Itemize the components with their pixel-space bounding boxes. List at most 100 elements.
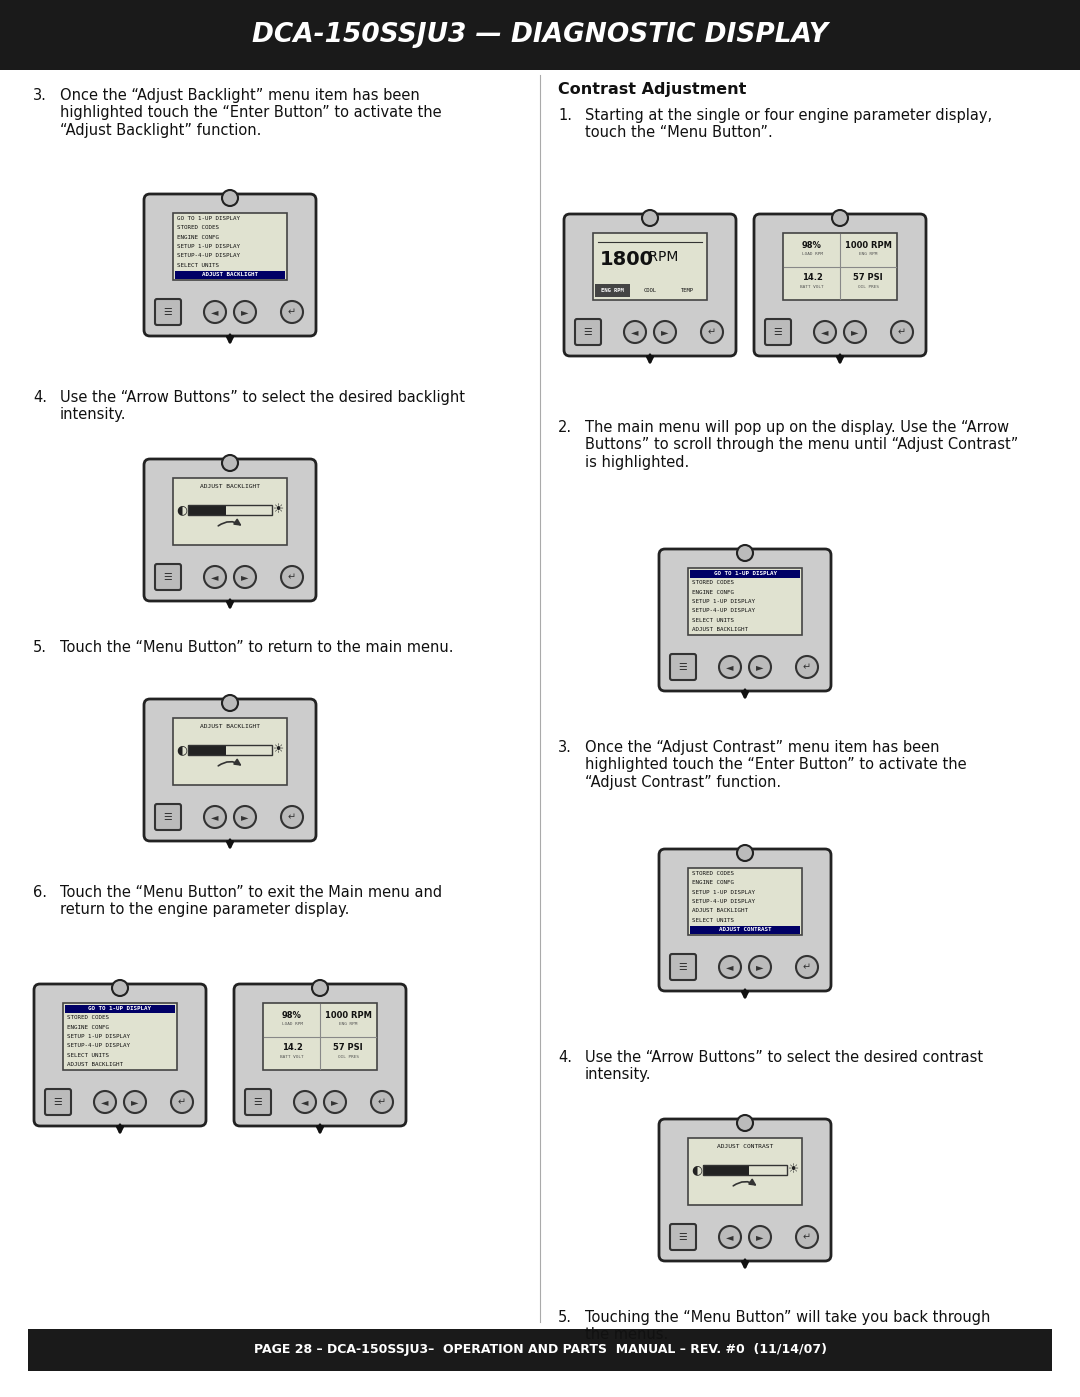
Circle shape <box>234 300 256 323</box>
FancyBboxPatch shape <box>659 849 831 990</box>
FancyBboxPatch shape <box>144 194 316 337</box>
FancyBboxPatch shape <box>688 569 802 636</box>
Text: ☰: ☰ <box>54 1097 63 1106</box>
Text: 1.: 1. <box>558 108 572 123</box>
Text: STORED CODES: STORED CODES <box>692 872 734 876</box>
Text: ◄: ◄ <box>821 327 828 337</box>
Text: ◄: ◄ <box>212 571 219 583</box>
Text: ENGINE CONFG: ENGINE CONFG <box>692 590 734 595</box>
Circle shape <box>294 1091 316 1113</box>
Text: Contrast Adjustment: Contrast Adjustment <box>558 82 746 96</box>
Text: TEMP: TEMP <box>680 289 693 293</box>
Text: SETUP-4-UP DISPLAY: SETUP-4-UP DISPLAY <box>67 1044 130 1048</box>
FancyBboxPatch shape <box>0 0 1080 70</box>
Text: LOAD RPM: LOAD RPM <box>801 253 823 257</box>
Text: ADJUST CONTRAST: ADJUST CONTRAST <box>719 926 771 932</box>
Circle shape <box>719 956 741 978</box>
Text: DCA-150SSJU3 — DIAGNOSTIC DISPLAY: DCA-150SSJU3 — DIAGNOSTIC DISPLAY <box>252 22 828 47</box>
Text: ◄: ◄ <box>212 307 219 317</box>
Text: 2.: 2. <box>558 420 572 434</box>
FancyBboxPatch shape <box>595 284 631 298</box>
Text: ◄: ◄ <box>726 662 733 672</box>
Circle shape <box>832 210 848 226</box>
Text: ADJUST BACKLIGHT: ADJUST BACKLIGHT <box>200 485 260 489</box>
FancyBboxPatch shape <box>564 214 735 356</box>
Text: GO TO 1-UP DISPLAY: GO TO 1-UP DISPLAY <box>177 217 240 221</box>
FancyBboxPatch shape <box>63 1003 177 1070</box>
FancyBboxPatch shape <box>754 214 926 356</box>
Text: BATT VOLT: BATT VOLT <box>800 285 824 289</box>
Circle shape <box>222 694 238 711</box>
FancyBboxPatch shape <box>173 212 287 279</box>
Text: ☀: ☀ <box>273 743 285 756</box>
Text: ☰: ☰ <box>164 571 173 583</box>
Circle shape <box>204 566 226 588</box>
Text: ►: ► <box>756 662 764 672</box>
Text: ADJUST BACKLIGHT: ADJUST BACKLIGHT <box>692 908 748 914</box>
Text: Use the “Arrow Buttons” to select the desired contrast
intensity.: Use the “Arrow Buttons” to select the de… <box>585 1051 983 1083</box>
Text: Touch the “Menu Button” to return to the main menu.: Touch the “Menu Button” to return to the… <box>60 640 454 655</box>
Text: STORED CODES: STORED CODES <box>67 1016 109 1020</box>
Circle shape <box>737 1115 753 1132</box>
Text: ◄: ◄ <box>726 1232 733 1242</box>
Text: ◐: ◐ <box>691 1162 702 1176</box>
Text: SELECT UNITS: SELECT UNITS <box>692 617 734 623</box>
Circle shape <box>796 956 818 978</box>
Text: ►: ► <box>241 571 248 583</box>
FancyBboxPatch shape <box>156 299 181 326</box>
Text: 57 PSI: 57 PSI <box>334 1044 363 1052</box>
Circle shape <box>171 1091 193 1113</box>
FancyBboxPatch shape <box>173 718 287 785</box>
FancyBboxPatch shape <box>765 319 791 345</box>
Text: ADJUST BACKLIGHT: ADJUST BACKLIGHT <box>202 272 258 277</box>
Circle shape <box>796 1227 818 1248</box>
Text: SELECT UNITS: SELECT UNITS <box>177 263 219 268</box>
Circle shape <box>281 806 303 828</box>
Text: ENG RPM: ENG RPM <box>859 253 877 257</box>
Text: ◄: ◄ <box>726 963 733 972</box>
Text: COOL: COOL <box>644 289 657 293</box>
Text: ENG RPM: ENG RPM <box>339 1023 357 1027</box>
Circle shape <box>204 806 226 828</box>
Circle shape <box>112 981 129 996</box>
Circle shape <box>281 300 303 323</box>
Text: 5.: 5. <box>33 640 48 655</box>
Text: ►: ► <box>241 307 248 317</box>
Text: GO TO 1-UP DISPLAY: GO TO 1-UP DISPLAY <box>714 571 777 576</box>
Text: STORED CODES: STORED CODES <box>177 225 219 231</box>
FancyBboxPatch shape <box>264 1003 377 1070</box>
Text: ↵: ↵ <box>802 662 811 672</box>
FancyBboxPatch shape <box>33 983 206 1126</box>
Text: GO TO 1-UP DISPLAY: GO TO 1-UP DISPLAY <box>89 1006 151 1011</box>
Text: Once the “Adjust Contrast” menu item has been
highlighted touch the “Enter Butto: Once the “Adjust Contrast” menu item has… <box>585 740 967 789</box>
FancyBboxPatch shape <box>188 745 226 754</box>
Text: SETUP-4-UP DISPLAY: SETUP-4-UP DISPLAY <box>177 253 240 258</box>
FancyBboxPatch shape <box>156 805 181 830</box>
Text: RPM: RPM <box>644 250 678 264</box>
Text: Once the “Adjust Backlight” menu item has been
highlighted touch the “Enter Butt: Once the “Adjust Backlight” menu item ha… <box>60 88 442 138</box>
Text: ☰: ☰ <box>678 963 687 972</box>
Text: 3.: 3. <box>558 740 572 754</box>
Text: SETUP-4-UP DISPLAY: SETUP-4-UP DISPLAY <box>692 608 755 613</box>
Circle shape <box>234 566 256 588</box>
Circle shape <box>737 545 753 562</box>
Text: ☰: ☰ <box>254 1097 262 1106</box>
Text: ☀: ☀ <box>788 1162 799 1176</box>
Text: ◄: ◄ <box>631 327 638 337</box>
Text: ↵: ↵ <box>897 327 906 337</box>
Text: ADJUST BACKLIGHT: ADJUST BACKLIGHT <box>692 627 748 631</box>
Circle shape <box>750 1227 771 1248</box>
FancyBboxPatch shape <box>690 926 800 935</box>
Text: 98%: 98% <box>802 240 822 250</box>
Text: ◄: ◄ <box>301 1097 309 1106</box>
Text: 57 PSI: 57 PSI <box>853 274 882 282</box>
FancyBboxPatch shape <box>175 271 285 279</box>
Text: ADJUST BACKLIGHT: ADJUST BACKLIGHT <box>67 1062 123 1067</box>
Circle shape <box>624 321 646 344</box>
Circle shape <box>843 321 866 344</box>
Circle shape <box>814 321 836 344</box>
Circle shape <box>204 300 226 323</box>
Text: 1800: 1800 <box>600 250 654 270</box>
Text: ☰: ☰ <box>678 662 687 672</box>
Text: 1000 RPM: 1000 RPM <box>325 1011 372 1020</box>
